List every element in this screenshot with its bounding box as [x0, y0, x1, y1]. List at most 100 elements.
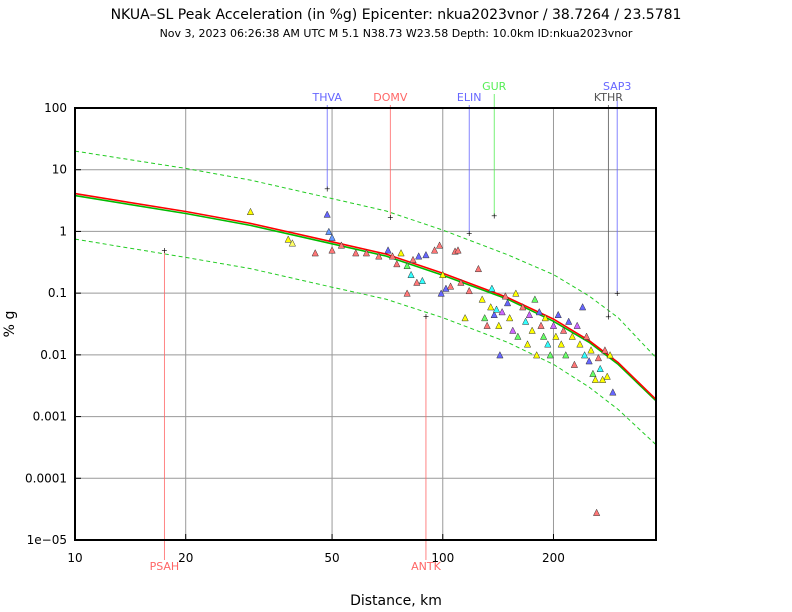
station-point [519, 303, 527, 311]
station-point [328, 246, 336, 254]
lower-bound-curve [74, 238, 657, 446]
station-point [403, 289, 411, 297]
median-curve-green [74, 194, 657, 402]
station-point [554, 310, 562, 318]
station-point [478, 295, 486, 303]
station-point [461, 313, 469, 322]
station-point [587, 346, 595, 354]
station-point [570, 360, 579, 368]
y-tick-label: 0.01 [40, 348, 67, 362]
station-point [525, 310, 533, 318]
station-point [415, 252, 423, 260]
station-point [413, 278, 421, 286]
station-point [585, 357, 593, 365]
station-point [422, 250, 430, 259]
station-point [430, 246, 439, 254]
station-cross: + [491, 212, 498, 221]
station-point [565, 317, 573, 325]
station-point [582, 332, 591, 340]
station-point [589, 369, 597, 377]
station-point [442, 284, 450, 292]
station-point [337, 241, 345, 249]
station-point [606, 351, 614, 359]
y-tick-label: 100 [44, 101, 67, 115]
station-cross: + [423, 312, 430, 321]
station-cross: + [466, 229, 473, 238]
y-tick-label: 1e−05 [27, 533, 67, 547]
station-point [498, 307, 506, 316]
station-point [580, 351, 589, 359]
station-point [474, 264, 483, 273]
grid-lines [75, 108, 656, 540]
y-axis-ticks: 1e−05 0.0001 0.001 0.01 0.1 1 10 100 [25, 101, 81, 547]
station-point [284, 235, 292, 243]
x-tick-label: 10 [67, 551, 82, 565]
station-label: ELIN [457, 91, 482, 104]
station-point [509, 326, 517, 334]
station-label: DOMV [373, 91, 408, 104]
station-point [288, 239, 296, 247]
station-point [384, 246, 392, 254]
station-point [535, 307, 543, 316]
station-cross: + [387, 213, 394, 222]
station-point [407, 270, 415, 279]
station-point [495, 321, 503, 329]
station-point [397, 249, 405, 257]
station-point [552, 332, 560, 340]
station-point [549, 321, 558, 329]
station-point [457, 278, 465, 286]
station-point [352, 249, 360, 257]
station-label: KTHR [594, 91, 623, 104]
station-point [573, 321, 581, 329]
station-label: THVA [312, 91, 343, 104]
station-point [578, 303, 587, 311]
upper-bound-curve [74, 150, 657, 359]
station-point [483, 321, 491, 329]
station-point [594, 353, 603, 362]
station-point [246, 207, 255, 215]
station-point [559, 326, 568, 334]
station-point [523, 340, 532, 348]
station-point [496, 351, 504, 359]
station-cross: + [324, 184, 331, 193]
station-point [492, 305, 501, 313]
station-point [596, 364, 604, 372]
station-point [591, 375, 599, 383]
station-cross: + [161, 246, 168, 255]
station-point [446, 282, 455, 290]
station-point [439, 270, 447, 279]
attenuation-curves [74, 150, 657, 446]
station-point [465, 286, 473, 295]
labeled-stations: THVA + DOMV + ELIN + GUR + SAP3 + KTHR + PSAH + ANTK + [150, 80, 632, 573]
station-cross: + [605, 312, 612, 321]
station-point [488, 284, 496, 292]
station-point [328, 233, 336, 241]
station-point [503, 298, 512, 307]
station-point [418, 276, 426, 284]
station-point [362, 249, 371, 257]
station-point [609, 388, 617, 396]
station-point [435, 241, 444, 249]
y-tick-label: 0.0001 [25, 471, 67, 485]
station-point [601, 346, 609, 354]
station-point [531, 295, 539, 303]
station-point [568, 332, 576, 340]
station-point [522, 317, 530, 325]
x-tick-label: 50 [324, 551, 339, 565]
station-point [557, 340, 565, 348]
y-tick-label: 1 [59, 224, 67, 238]
station-point [603, 372, 611, 380]
station-point [593, 508, 601, 516]
station-points [246, 207, 617, 516]
station-point [393, 259, 401, 268]
station-point [403, 261, 411, 269]
station-point [323, 210, 331, 218]
station-point [487, 303, 495, 311]
station-point [506, 313, 514, 322]
station-point [454, 246, 462, 254]
chart-subtitle: Nov 3, 2023 06:26:38 AM UTC M 5.1 N38.73… [160, 27, 633, 40]
station-point [481, 313, 489, 322]
station-point [490, 310, 498, 318]
chart-title: NKUA–SL Peak Acceleration (in %g) Epicen… [111, 7, 682, 23]
